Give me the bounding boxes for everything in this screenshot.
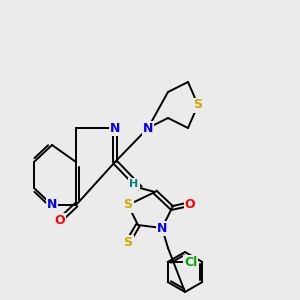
Text: S: S <box>124 236 133 248</box>
Text: N: N <box>157 221 167 235</box>
Text: N: N <box>143 122 153 134</box>
Text: Cl: Cl <box>184 256 197 268</box>
Text: N: N <box>110 122 120 134</box>
Text: O: O <box>185 197 195 211</box>
Text: O: O <box>55 214 65 226</box>
Text: H: H <box>129 179 139 189</box>
Text: S: S <box>194 98 202 112</box>
Text: N: N <box>47 199 57 212</box>
Text: S: S <box>124 199 133 212</box>
